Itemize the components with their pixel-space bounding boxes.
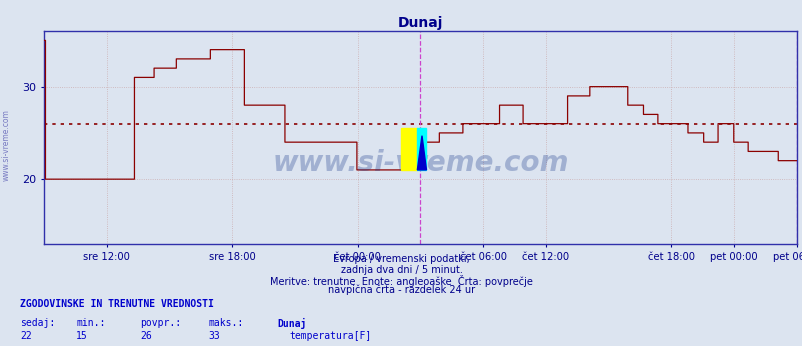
Text: 26: 26 <box>140 331 152 342</box>
Text: zadnja dva dni / 5 minut.: zadnja dva dni / 5 minut. <box>340 265 462 275</box>
Text: min.:: min.: <box>76 318 106 328</box>
Bar <box>400 128 417 170</box>
Text: povpr.:: povpr.: <box>140 318 181 328</box>
Text: 15: 15 <box>76 331 88 342</box>
Polygon shape <box>417 136 426 170</box>
Bar <box>417 128 426 170</box>
Text: temperatura[F]: temperatura[F] <box>290 331 371 342</box>
Text: Evropa / vremenski podatki,: Evropa / vremenski podatki, <box>333 254 469 264</box>
Text: ZGODOVINSKE IN TRENUTNE VREDNOSTI: ZGODOVINSKE IN TRENUTNE VREDNOSTI <box>20 299 213 309</box>
Text: navpična črta - razdelek 24 ur: navpična črta - razdelek 24 ur <box>327 284 475 295</box>
Text: Dunaj: Dunaj <box>277 318 306 329</box>
Text: www.si-vreme.com: www.si-vreme.com <box>2 109 11 181</box>
Title: Dunaj: Dunaj <box>397 16 443 30</box>
Text: maks.:: maks.: <box>209 318 244 328</box>
Text: sedaj:: sedaj: <box>20 318 55 328</box>
Text: Meritve: trenutne  Enote: angleoaške  Črta: povprečje: Meritve: trenutne Enote: angleoaške Črta… <box>269 275 533 287</box>
Text: www.si-vreme.com: www.si-vreme.com <box>272 149 568 177</box>
Text: 33: 33 <box>209 331 221 342</box>
Text: 22: 22 <box>20 331 32 342</box>
